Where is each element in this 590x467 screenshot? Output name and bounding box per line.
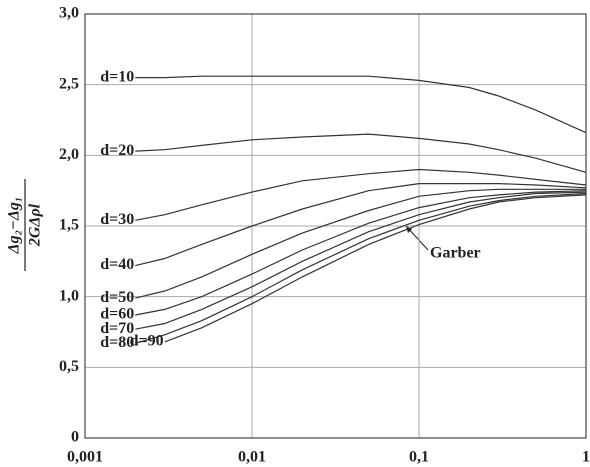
x-tick-label: 1: [582, 449, 590, 466]
x-tick-label: 0,01: [238, 449, 266, 466]
annotation: Garber: [430, 245, 481, 262]
series-label: d=70: [100, 320, 134, 337]
x-tick-label: 0,1: [409, 449, 429, 466]
series-line: [135, 192, 587, 344]
y-axis-label: Δg₂−Δg₁ 2GΔρl: [6, 179, 44, 271]
y-label-denominator: 2GΔρl: [27, 203, 44, 247]
series-label: d=20: [100, 142, 134, 159]
y-tick-label: 1,5: [59, 217, 79, 234]
x-tick-label: 0,001: [67, 449, 103, 466]
series-line: [135, 183, 587, 267]
series-line: [135, 191, 587, 330]
y-label-numerator: Δg₂−Δg₁: [6, 197, 23, 255]
series-label: d=60: [100, 306, 134, 323]
series-label: d=10: [100, 68, 134, 85]
series-label: d=30: [100, 211, 134, 228]
series-line: [135, 133, 587, 173]
series-line: [164, 194, 587, 343]
series-label: d=50: [100, 289, 134, 306]
series-line: [135, 168, 587, 221]
series-label: d=90: [130, 333, 164, 350]
y-tick-label: 1,0: [59, 287, 79, 304]
series-line: [135, 188, 586, 299]
series-label: d=40: [100, 256, 134, 273]
y-tick-label: 2,5: [59, 75, 79, 92]
series-line: [135, 75, 587, 134]
series-label: d=80: [100, 334, 134, 351]
y-tick-label: 0: [71, 429, 79, 446]
plot-frame: [84, 13, 587, 439]
y-tick-label: 3,0: [59, 5, 79, 22]
y-tick-label: 0,5: [59, 358, 79, 375]
arrow-head: [406, 226, 412, 233]
series-line: [135, 190, 587, 316]
y-tick-label: 2,0: [59, 146, 79, 163]
